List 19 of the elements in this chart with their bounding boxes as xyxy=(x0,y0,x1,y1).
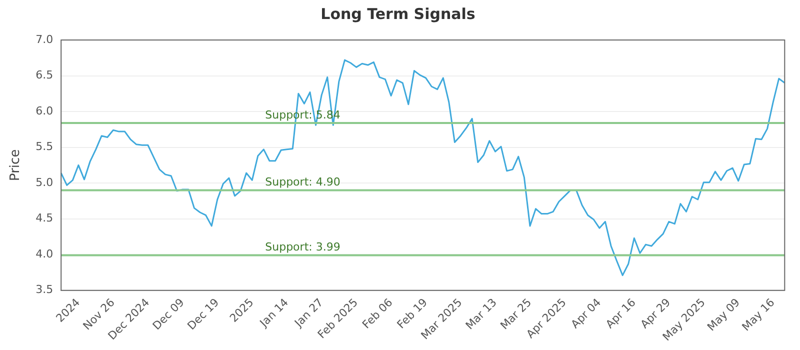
y-tick-label: 6.0 xyxy=(36,104,54,118)
x-tick-label: Feb 06 xyxy=(360,296,396,332)
x-tick-label: Mar 13 xyxy=(463,296,500,332)
x-tick-label: Jan 14 xyxy=(256,296,291,330)
y-tick-label: 5.5 xyxy=(36,140,54,154)
x-tick-label: Dec 19 xyxy=(184,296,222,333)
y-tick-label: 3.5 xyxy=(36,283,54,296)
y-tick-label: 5.0 xyxy=(36,176,54,189)
y-tick-label: 4.5 xyxy=(36,212,54,225)
x-tick-label: Apr 04 xyxy=(568,296,604,331)
x-tick-label: Dec 09 xyxy=(150,296,187,333)
y-axis-title: Price xyxy=(8,149,24,182)
x-tick-label: Apr 16 xyxy=(603,296,638,331)
y-tick-label: 4.0 xyxy=(36,247,54,260)
chart-title: Long Term Signals xyxy=(320,4,476,23)
ref-line-label: Support: 3.99 xyxy=(265,240,340,254)
ref-line-label: Support: 4.90 xyxy=(265,176,340,189)
y-tick-label: 6.5 xyxy=(36,68,54,82)
y-tick-label: 7.0 xyxy=(36,32,54,46)
